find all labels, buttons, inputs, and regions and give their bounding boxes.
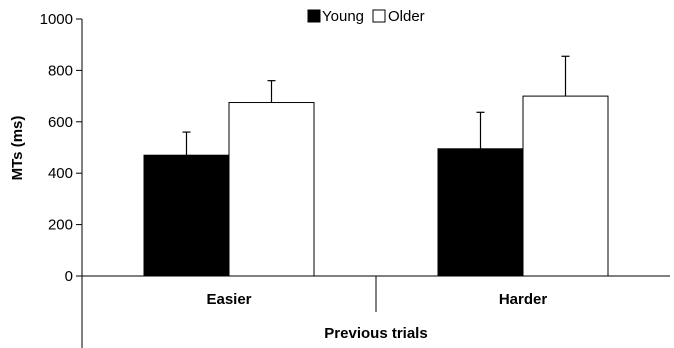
legend-label-older: Older [388, 8, 425, 25]
y-axis-ticks: 0 200 400 600 800 1000 [40, 11, 82, 285]
bar-young-harder [437, 148, 524, 277]
bars [143, 95, 609, 277]
legend-swatch-young [307, 9, 321, 23]
bar-older-harder [522, 95, 609, 277]
error-bars [182, 55, 570, 156]
x-axis-title: Previous trials [324, 325, 427, 342]
legend-label-young: Young [322, 8, 364, 25]
x-category-label: Easier [206, 291, 251, 308]
y-axis-title: MTs (ms) [9, 116, 26, 181]
y-tick-label: 400 [48, 165, 73, 182]
y-tick-label: 0 [65, 268, 73, 285]
legend: Young Older [307, 8, 425, 25]
y-tick-label: 800 [48, 62, 73, 79]
legend-swatch-older [372, 9, 386, 23]
y-tick-label: 1000 [40, 11, 73, 28]
bar-older-easier [228, 102, 315, 277]
y-tick-label: 600 [48, 114, 73, 131]
y-tick-label: 200 [48, 217, 73, 234]
bar-young-easier [143, 154, 230, 277]
x-category-label: Harder [499, 291, 548, 308]
x-axis-labels: Easier Harder [206, 291, 547, 308]
